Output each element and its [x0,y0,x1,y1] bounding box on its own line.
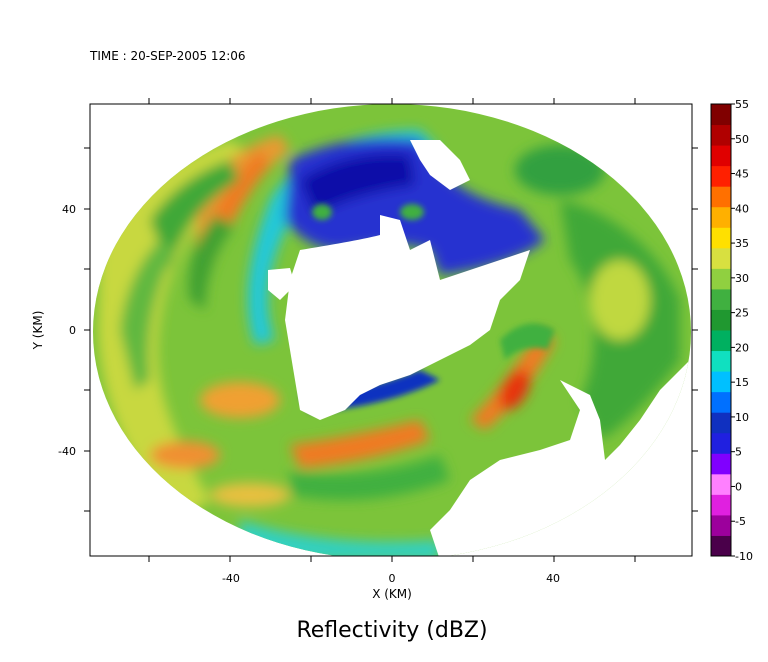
colorbar-swatch [711,371,731,393]
y-tick-label: 40 [62,203,76,216]
colorbar [710,103,732,557]
x-tick-label: 0 [389,572,396,585]
x-tick-label: 40 [546,572,560,585]
time-label: TIME : 20-SEP-2005 12:06 [89,49,246,63]
colorbar-swatch [711,473,731,495]
x-tick-labels: -40 0 40 [222,572,560,585]
colorbar-swatch [711,124,731,146]
colorbar-tick-label: 25 [735,307,749,320]
colorbar-tick-label: -5 [735,515,746,528]
colorbar-swatch [711,145,731,167]
x-axis-label: X (KM) [372,587,412,601]
y-tick-label: -40 [58,445,76,458]
colorbar-swatch [711,288,731,310]
colorbar-tick-label: -10 [735,550,753,563]
colorbar-tick-label: 45 [735,168,749,181]
colorbar-tick-label: 55 [735,98,749,111]
colorbar-swatch [711,350,731,372]
y-tick-label: 0 [69,324,76,337]
reflectivity-field [93,104,691,556]
colorbar-swatch [711,391,731,413]
colorbar-tick-label: 0 [735,480,742,493]
colorbar-tick-label: 5 [735,446,742,459]
y-tick-labels: 40 0 -40 [58,203,76,458]
colorbar-tick-label: 30 [735,272,749,285]
colorbar-tick-label: 40 [735,202,749,215]
chart-title: Reflectivity (dBZ) [296,618,487,643]
colorbar-swatch [711,186,731,208]
colorbar-swatch [711,432,731,454]
colorbar-swatch [711,330,731,352]
colorbar-swatch [711,268,731,290]
colorbar-swatch [711,104,731,126]
colorbar-tick-label: 20 [735,341,749,354]
colorbar-swatch [711,227,731,249]
colorbar-tick-label: 10 [735,411,749,424]
colorbar-frame [710,103,732,557]
y-axis-label: Y (KM) [31,311,45,351]
x-tick-label: -40 [222,572,240,585]
frame-ticks [84,98,698,562]
colorbar-swatch [711,247,731,269]
colorbar-swatch [711,206,731,228]
colorbar-swatch [711,165,731,187]
colorbar-tick-label: 50 [735,133,749,146]
colorbar-swatch [711,535,731,557]
colorbar-swatch [711,453,731,475]
colorbar-tick-label: 15 [735,376,749,389]
colorbar-swatch [711,514,731,536]
colorbar-tick-label: 35 [735,237,749,250]
colorbar-swatch [711,494,731,516]
colorbar-swatch [711,412,731,434]
colorbar-swatch [711,309,731,331]
